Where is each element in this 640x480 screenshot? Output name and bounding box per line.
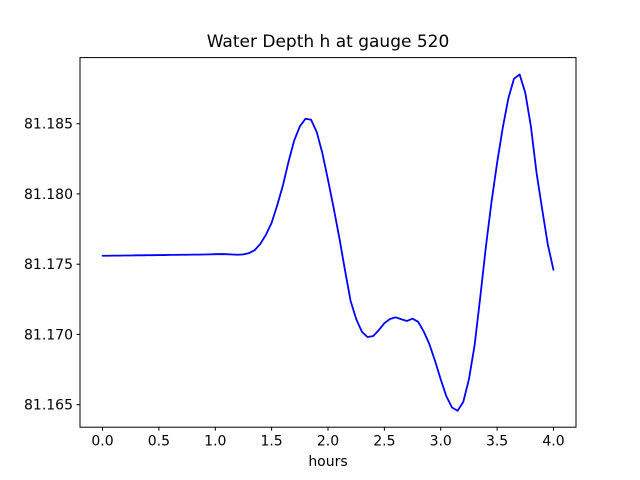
y-tick-label: 81.175 [24, 257, 73, 273]
axes-spines [79, 57, 577, 428]
axes-background [80, 57, 576, 428]
x-tick-label: 1.0 [204, 434, 226, 450]
water-depth-line [101, 73, 555, 412]
y-tick-label: 81.180 [24, 187, 73, 203]
x-tick-label: 0.5 [148, 434, 170, 450]
y-tick-label: 81.185 [24, 117, 73, 133]
x-tick-label: 2.5 [373, 434, 395, 450]
plot-area: 0.0 0.5 1.0 1.5 2.0 2.5 3.0 3.5 4.0 81.165 81.170 8… [24, 73, 565, 450]
y-tick-label: 81.165 [24, 398, 73, 414]
x-tick-label: 3.0 [430, 434, 452, 450]
x-tick-label: 3.5 [486, 434, 508, 450]
x-axis-label: hours [308, 454, 347, 470]
x-tick-label: 4.0 [542, 434, 564, 450]
x-tick-label: 0.0 [91, 434, 113, 450]
x-tick-label: 2.0 [317, 434, 339, 450]
chart-title: Water Depth h at gauge 520 [207, 32, 450, 52]
y-tick-label: 81.170 [24, 327, 73, 343]
x-tick-label: 1.5 [260, 434, 282, 450]
